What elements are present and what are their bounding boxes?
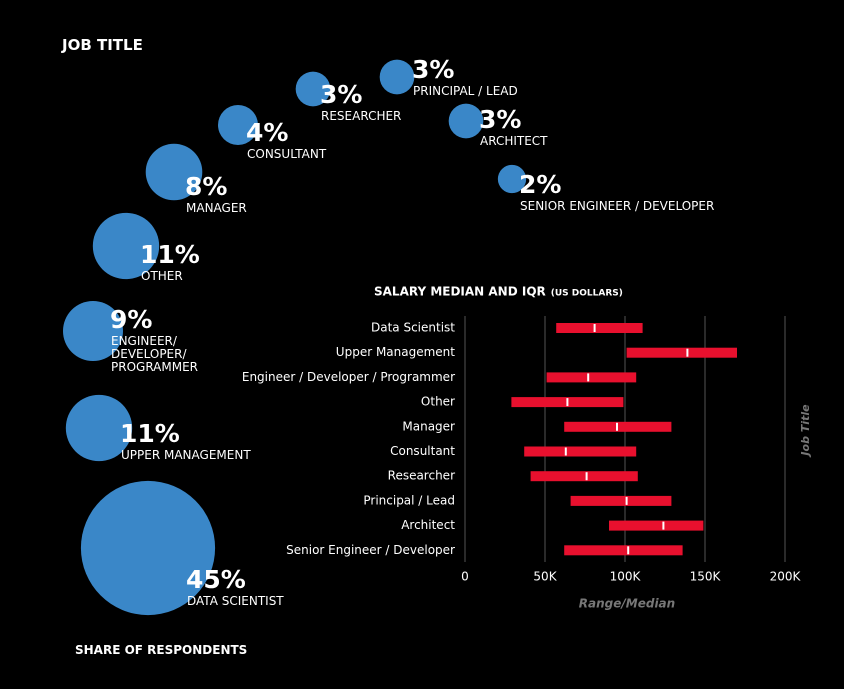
- iqr-bar: [524, 446, 637, 457]
- iqr-bar: [546, 372, 637, 383]
- y-tick-label: Architect: [401, 518, 455, 532]
- bubble: [218, 105, 258, 145]
- x-tick-label: 200K: [770, 570, 802, 584]
- bubble: [92, 212, 160, 280]
- bubble-category-label: SENIOR ENGINEER / DEVELOPER: [520, 199, 715, 213]
- chart-subtitle: (US DOLLARS): [551, 289, 623, 299]
- bubble: [145, 143, 203, 201]
- bubble-value-label: 4%: [246, 118, 289, 147]
- bubble-category-label: OTHER: [141, 269, 183, 283]
- x-tick-label: 100K: [610, 570, 642, 584]
- bubble: [63, 301, 123, 361]
- x-tick-label: 50K: [533, 570, 557, 584]
- bubble-value-label: 45%: [186, 565, 246, 594]
- iqr-bar: [570, 495, 672, 506]
- y-tick-label: Other: [421, 395, 455, 409]
- bubble: [448, 103, 484, 139]
- y-tick-label: Researcher: [388, 469, 455, 483]
- bubble-value-label: 8%: [185, 172, 228, 201]
- iqr-bar: [564, 545, 683, 556]
- bubble-value-label: 3%: [412, 55, 455, 84]
- bubble-value-label: 2%: [519, 170, 562, 199]
- y-tick-label: Manager: [402, 419, 455, 433]
- y-tick-label: Senior Engineer / Developer: [286, 543, 455, 557]
- x-tick-label: 150K: [690, 570, 722, 584]
- bubble: [65, 394, 133, 462]
- chart-footer: SHARE OF RESPONDENTS: [75, 643, 248, 657]
- y-tick-label: Principal / Lead: [363, 493, 455, 507]
- bubble-category-label: RESEARCHER: [321, 109, 402, 123]
- y-tick-label: Upper Management: [336, 345, 455, 359]
- iqr-bar: [626, 347, 737, 358]
- bubble: [295, 71, 331, 107]
- bubble-category-label: PRINCIPAL / LEAD: [413, 84, 518, 98]
- iqr-bar: [609, 520, 704, 531]
- chart-title: JOB TITLE: [62, 36, 143, 54]
- y-tick-label: Consultant: [390, 444, 455, 458]
- bubble-category-label: ARCHITECT: [480, 134, 548, 148]
- bubble: [80, 480, 216, 616]
- bubble-category-label: ENGINEER/ DEVELOPER/ PROGRAMMER: [111, 334, 199, 375]
- chart-title: SALARY MEDIAN AND IQR: [374, 285, 546, 299]
- y-tick-label: Data Scientist: [371, 321, 455, 335]
- bubble-category-label: DATA SCIENTIST: [187, 594, 284, 608]
- bubble-category-label: MANAGER: [186, 201, 247, 215]
- bubble: [497, 164, 527, 194]
- bubble-value-label: 9%: [110, 305, 153, 334]
- bubble-value-label: 11%: [140, 240, 200, 269]
- bubble-value-label: 11%: [120, 419, 180, 448]
- iqr-bar: [530, 471, 638, 482]
- bubble-value-label: 3%: [479, 105, 522, 134]
- bubble-value-label: 3%: [320, 80, 363, 109]
- bubble-category-label: UPPER MANAGEMENT: [121, 448, 251, 462]
- y-tick-label: Engineer / Developer / Programmer: [242, 370, 455, 384]
- x-axis-label: Range/Median: [579, 597, 675, 611]
- bubble-category-label: CONSULTANT: [247, 147, 327, 161]
- iqr-bar: [556, 323, 643, 333]
- y-axis-label: Job Title: [799, 404, 812, 458]
- x-tick-label: 0: [461, 570, 469, 584]
- bubble: [379, 59, 415, 95]
